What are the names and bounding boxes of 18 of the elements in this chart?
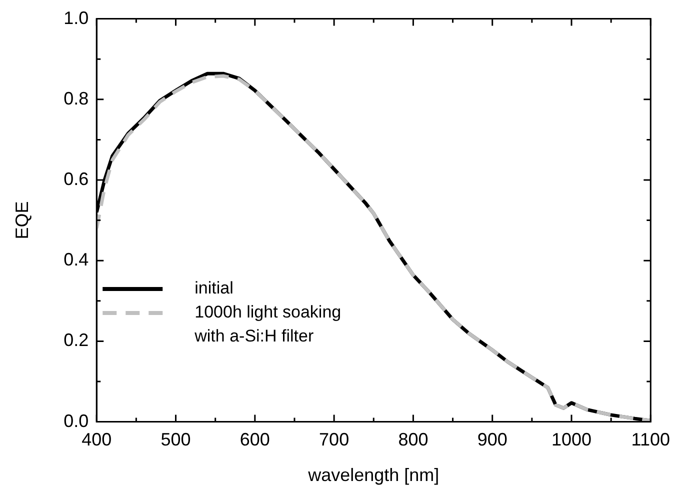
legend-label: 1000h light soaking with a-Si:H filter xyxy=(194,302,342,346)
y-tick-label: 1.0 xyxy=(64,8,89,28)
x-tick-label: 1100 xyxy=(631,430,670,450)
y-tick-label: 0.8 xyxy=(64,88,89,108)
x-tick-label: 400 xyxy=(82,430,112,450)
x-tick-label: 1000 xyxy=(551,430,592,450)
x-tick-label: 500 xyxy=(160,430,191,450)
legend-label: initial xyxy=(194,278,234,298)
x-tick-label: 600 xyxy=(240,430,270,450)
x-tick-label: 900 xyxy=(477,430,508,450)
y-tick-label: 0.2 xyxy=(64,330,89,350)
y-tick-label: 0.0 xyxy=(64,410,89,431)
y-tick-label: 0.4 xyxy=(64,250,89,270)
x-tick-label: 700 xyxy=(319,430,350,450)
y-axis-title: EQE xyxy=(12,201,32,240)
x-axis-title: wavelength [nm] xyxy=(307,465,440,486)
x-tick-label: 800 xyxy=(398,430,428,450)
y-tick-label: 0.6 xyxy=(64,168,89,189)
